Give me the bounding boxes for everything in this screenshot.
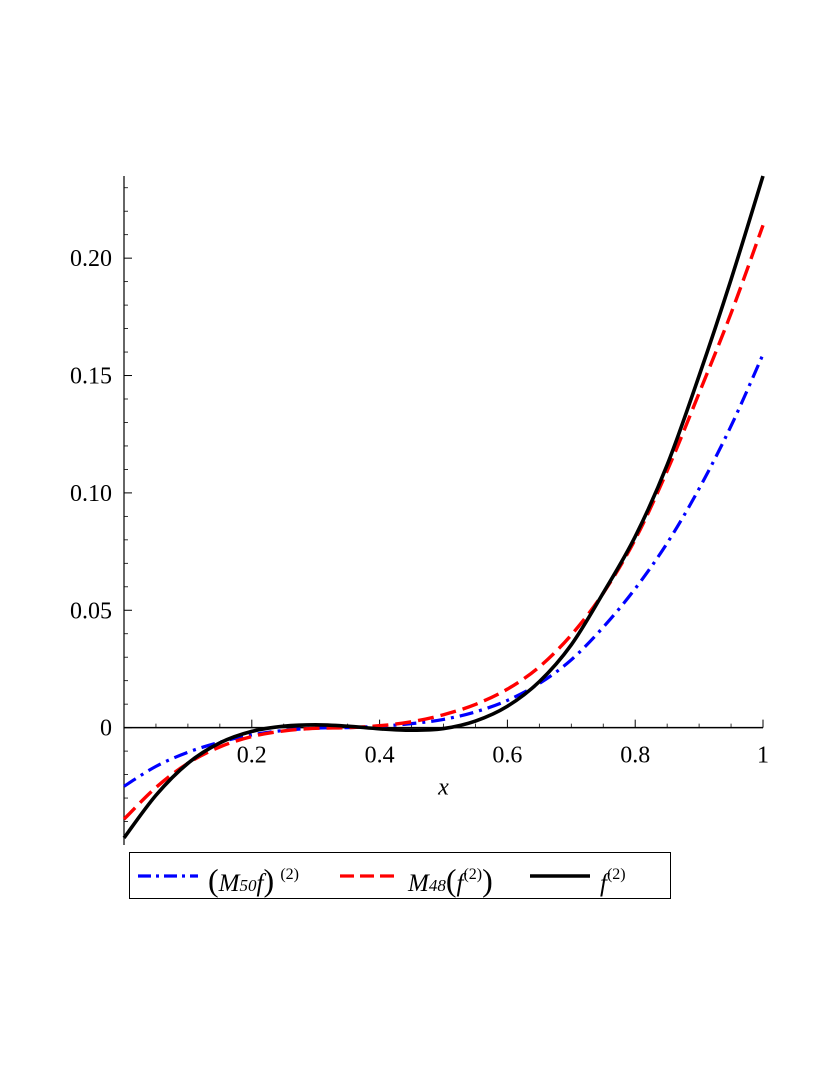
- legend-swatch-m50f: [138, 874, 198, 878]
- x-axis-ticks: 0.2 0.4 0.6 0.8 1: [155, 719, 769, 769]
- series-layer: [122, 175, 765, 840]
- series-line-3: [122, 175, 765, 840]
- series-line-2: [122, 224, 765, 821]
- x-tick-label: 0.6: [492, 743, 522, 769]
- legend-swatch-m48: [340, 874, 400, 878]
- x-tick-label: 0.2: [237, 743, 267, 769]
- y-tick-label: 0.20: [70, 246, 112, 272]
- legend: (M50f) (2) M48(f(2)) f(2): [129, 852, 671, 899]
- x-axis-label: x: [437, 775, 449, 801]
- x-tick-label: 0.8: [620, 743, 650, 769]
- x-tick-label: 1: [757, 743, 769, 769]
- y-tick-label: 0.10: [70, 481, 112, 507]
- x-tick-label: 0.4: [365, 743, 395, 769]
- legend-swatch-f2: [530, 874, 590, 878]
- y-tick-label: 0: [100, 716, 112, 742]
- legend-label-f2: f(2): [600, 866, 626, 897]
- series-line-1: [123, 353, 765, 788]
- y-tick-label: 0.05: [70, 598, 112, 624]
- y-tick-label: 0.15: [70, 364, 112, 390]
- legend-label-m48: M48(f(2)): [408, 862, 493, 898]
- legend-label-m50f: (M50f) (2): [208, 862, 299, 898]
- y-axis-ticks: 0 0.05 0.10 0.15 0.20: [70, 187, 132, 822]
